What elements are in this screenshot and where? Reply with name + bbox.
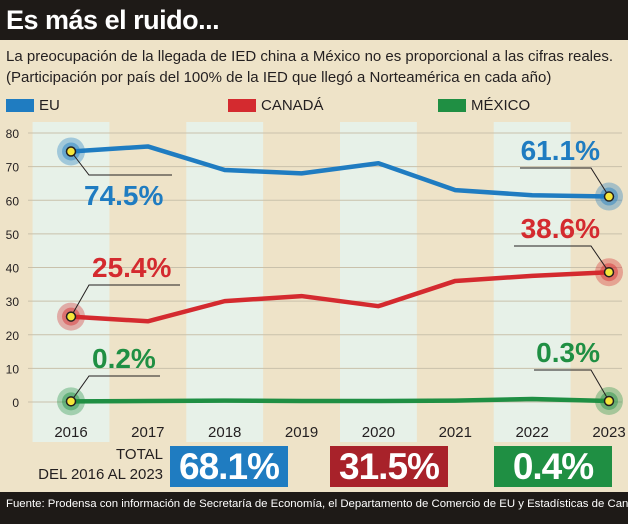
legend-item-mexico: MÉXICO [438,96,531,114]
legend-item-eu: EU [6,96,60,114]
data-point-marker [65,146,77,157]
legend-label-mexico: MÉXICO [471,96,531,114]
x-tick-label: 2017 [131,424,164,441]
total-value-canada: 31.5% [339,446,440,487]
series-line-méxico [68,396,612,404]
annotation-leader [70,284,180,317]
data-point-marker [603,395,615,407]
data-point-marker [603,191,615,202]
source-note: Fuente: Prodensa con información de Secr… [0,492,628,524]
column-band-2020 [340,122,417,442]
total-box-eu: 68.1% [170,446,288,487]
total-box-canada: 31.5% [330,446,448,487]
data-label: 25.4% [92,252,171,283]
x-tick-label: 2019 [285,424,318,441]
x-tick-label: 2022 [515,424,548,441]
x-tick-label: 2020 [362,424,395,441]
y-tick-label: 20 [6,329,20,343]
line-chart: 0 10 20 30 40 50 60 70 80 2016 2017 2018 2019 2020 202… [6,122,626,442]
annotation-leader [514,245,610,273]
data-label: 74.5% [84,180,163,211]
header-bar: Es más el ruido... [0,0,628,40]
page-title: Es más el ruido... [6,5,220,35]
annotation-leader [534,369,610,402]
x-tick-label: 2023 [592,424,625,441]
data-point-marker [65,396,77,407]
legend-swatch-canada [228,98,256,112]
legend-swatch-eu [6,98,34,112]
y-tick-label: 50 [6,228,20,242]
data-point-marker [603,266,615,278]
x-tick-label: 2016 [54,424,87,441]
y-tick-label: 70 [6,161,20,175]
x-tick-label: 2018 [208,424,241,441]
series-line-eu [68,144,612,199]
legend-label-eu: EU [39,96,60,114]
x-tick-label: 2021 [439,424,472,441]
column-band-2018 [186,122,264,442]
column-band-2022 [493,122,571,442]
totals-label-line-1: TOTAL [116,446,163,463]
y-tick-label: 30 [6,295,20,309]
annotation-leader [70,375,160,402]
y-tick-label: 10 [6,362,20,376]
series-line-canadá [68,269,612,324]
data-label: 38.6% [521,213,600,244]
legend-item-canada: CANADÁ [228,96,324,114]
totals-label-line-2: DEL 2016 AL 2023 [38,466,163,483]
y-tick-label: 0 [12,396,19,410]
legend-swatch-mexico [438,98,466,112]
annotation-leader [520,167,610,197]
data-label: 0.2% [92,343,156,374]
subtitle-line-1: La preocupación de la llegada de IED chi… [6,48,614,65]
y-tick-label: 60 [6,194,20,208]
data-label: 0.3% [536,337,600,368]
subtitle-line-2: (Participación por país del 100% de la I… [6,69,552,86]
legend-label-canada: CANADÁ [261,96,324,114]
total-box-mexico: 0.4% [494,446,612,487]
y-tick-label: 80 [6,127,20,141]
y-tick-label: 40 [6,262,20,276]
total-value-mexico: 0.4% [512,446,594,487]
data-label: 61.1% [521,135,600,166]
annotation-leader [70,151,172,176]
total-value-eu: 68.1% [179,446,280,487]
data-point-marker [65,311,77,322]
